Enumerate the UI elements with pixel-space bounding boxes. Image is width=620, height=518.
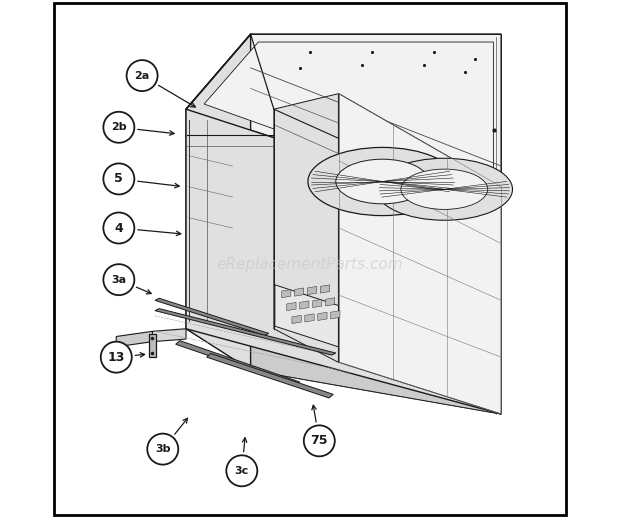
Polygon shape: [321, 285, 330, 293]
Text: 75: 75: [311, 435, 328, 448]
Text: 2a: 2a: [135, 70, 149, 81]
Polygon shape: [275, 285, 339, 347]
Text: 3b: 3b: [155, 444, 170, 454]
Text: 4: 4: [115, 222, 123, 235]
Circle shape: [101, 342, 132, 372]
Polygon shape: [250, 34, 501, 414]
Circle shape: [126, 60, 157, 91]
Polygon shape: [175, 341, 299, 385]
Circle shape: [304, 425, 335, 456]
Polygon shape: [186, 329, 501, 414]
Polygon shape: [294, 288, 304, 296]
Circle shape: [104, 112, 135, 143]
Text: 13: 13: [108, 351, 125, 364]
Polygon shape: [308, 286, 317, 295]
Ellipse shape: [376, 159, 513, 220]
Circle shape: [148, 434, 179, 465]
Text: 5: 5: [115, 172, 123, 185]
Polygon shape: [117, 332, 153, 347]
Text: 3a: 3a: [112, 275, 126, 285]
Polygon shape: [287, 303, 296, 311]
Polygon shape: [339, 94, 501, 414]
Polygon shape: [206, 354, 333, 398]
Polygon shape: [186, 34, 501, 211]
Circle shape: [226, 455, 257, 486]
Polygon shape: [153, 329, 186, 342]
Circle shape: [104, 264, 135, 295]
Polygon shape: [186, 34, 250, 370]
Polygon shape: [274, 94, 339, 362]
Circle shape: [104, 212, 135, 243]
Polygon shape: [204, 42, 494, 207]
Polygon shape: [186, 109, 501, 414]
Text: 2b: 2b: [111, 122, 126, 132]
Ellipse shape: [401, 169, 488, 209]
Polygon shape: [155, 298, 268, 336]
Polygon shape: [155, 309, 336, 355]
Ellipse shape: [336, 159, 429, 204]
Ellipse shape: [308, 148, 457, 215]
Polygon shape: [299, 301, 309, 309]
Text: 3c: 3c: [235, 466, 249, 476]
Polygon shape: [149, 334, 156, 357]
Text: eReplacementParts.com: eReplacementParts.com: [216, 256, 404, 271]
Polygon shape: [326, 298, 335, 306]
Polygon shape: [317, 312, 327, 321]
Polygon shape: [305, 314, 314, 322]
Circle shape: [104, 163, 135, 194]
Polygon shape: [330, 311, 340, 319]
Polygon shape: [312, 299, 322, 308]
Polygon shape: [281, 290, 291, 298]
Polygon shape: [292, 315, 301, 324]
